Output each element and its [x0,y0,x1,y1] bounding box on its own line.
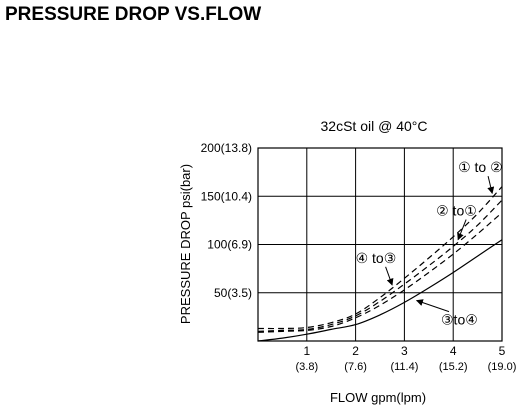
series-line [257,199,503,332]
x-tick-label: 3 [401,344,408,358]
series-label: ③to④ [441,312,478,328]
x-tick-label: 1 [303,344,310,358]
series-lines [257,186,503,342]
x-tick-sublabel: (11.4) [390,361,418,373]
x-tick-label: 4 [450,344,457,358]
series-label: ④ to③ [356,250,397,266]
y-axis-label: PRESSURE DROP psi(bar) [178,164,193,324]
x-tick-sublabel: (7.6) [344,361,367,373]
x-tick-label: 2 [352,344,359,358]
series-label-arrow [415,299,450,313]
series-line [257,186,503,330]
plot-frame [257,147,503,342]
x-tick-sublabel: (19.0) [488,361,517,373]
series-label: ① to ② [458,159,503,175]
x-tick-sublabel: (15.2) [439,361,468,373]
series-labels: ① to ② ② to① ④ to③ ③to④ [356,159,503,327]
page-heading: PRESSURE DROP VS.FLOW [5,4,262,25]
y-tick-label: 100(6.9) [207,238,252,252]
series-label: ② to① [436,203,477,219]
x-tick-label: 5 [499,344,506,358]
y-tick-label: 200(13.8) [201,141,252,155]
series-line [257,239,503,342]
y-tick-label: 50(3.5) [214,286,252,300]
chart-title: 32cSt oil @ 40°C [321,118,428,134]
axis-labels: 1 (3.8) 2 (7.6) 3 (11.4) 4 (15.2) 5 (19.0) 50(3.5)… [201,141,517,373]
grid-lines [258,148,502,341]
series-line [257,212,503,333]
series-label-arrow [385,266,394,286]
x-tick-sublabel: (3.8) [295,361,318,373]
series-label-arrow [457,219,467,241]
y-tick-label: 150(10.4) [201,189,252,203]
series-label-arrow [487,176,495,195]
x-axis-label: FLOW gpm(lpm) [330,390,426,405]
